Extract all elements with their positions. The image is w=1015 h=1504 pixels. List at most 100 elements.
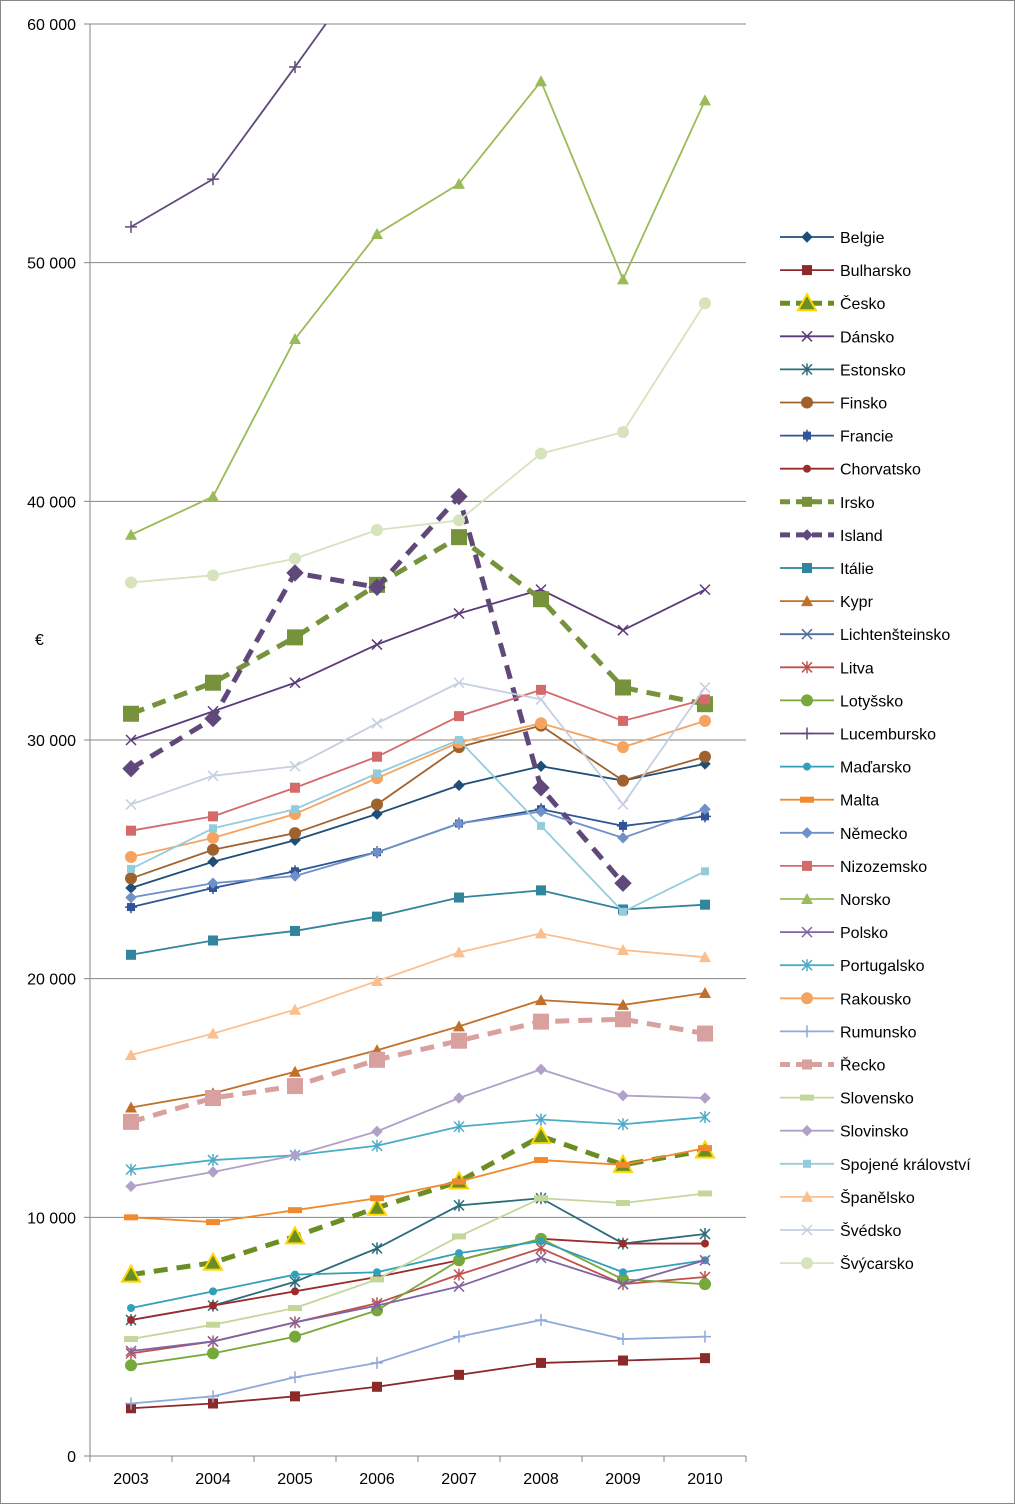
series-point [454, 892, 464, 903]
series-point [617, 624, 629, 636]
series-point [373, 769, 381, 778]
series-point [453, 1120, 465, 1133]
series-line [130, 1133, 706, 1278]
series-point [289, 760, 301, 772]
series-point [207, 1347, 219, 1360]
series-point [289, 1316, 301, 1328]
series-point [290, 782, 300, 793]
legend-label: Belgie [840, 230, 885, 247]
series-line [130, 992, 706, 1109]
legend-label: Chorvatsko [840, 462, 921, 479]
series-Španělsko [125, 927, 711, 1061]
series-line [130, 681, 706, 806]
series-point [535, 447, 547, 460]
series-point [453, 817, 465, 830]
legend-label: Rakousko [840, 991, 911, 1008]
series-point [125, 1345, 137, 1357]
series-point [207, 173, 219, 186]
series-point [288, 1207, 302, 1214]
series-point [800, 796, 814, 803]
series-point [619, 1268, 627, 1277]
series-point [699, 681, 711, 694]
series-line [130, 1357, 706, 1410]
series-point [284, 1225, 306, 1245]
series-Irsko [123, 529, 713, 722]
series-point [371, 1356, 383, 1369]
legend-item: Rumunsko [780, 1024, 917, 1041]
legend-item: Lotyšsko [780, 693, 903, 710]
legend-item: Francie [780, 429, 893, 446]
series-point [287, 629, 303, 646]
series-Slovinsko [125, 1063, 711, 1193]
series-Island [122, 487, 632, 892]
series-point [453, 1199, 465, 1212]
series-point [801, 529, 813, 541]
series-Portugalsko [125, 1111, 711, 1176]
legend-label: Malta [840, 793, 879, 810]
legend-label: Island [840, 528, 883, 545]
series-point [204, 709, 222, 728]
legend-label: Maďarsko [840, 760, 911, 777]
y-tick-label: 20 000 [27, 972, 76, 989]
series-point [699, 1330, 711, 1343]
series-point [536, 684, 546, 695]
series-point [699, 951, 711, 963]
series-point [206, 1219, 220, 1226]
series-point [126, 825, 136, 836]
series-point [453, 1254, 465, 1267]
series-point [289, 1149, 301, 1161]
series-point [801, 727, 813, 740]
series-Řecko [123, 1011, 713, 1130]
series-point [617, 774, 629, 787]
series-point [699, 1278, 711, 1291]
series-point [289, 1371, 301, 1384]
series-point [371, 846, 383, 858]
series-point [207, 1166, 219, 1178]
legend-label: Francie [840, 429, 893, 446]
series-line [130, 1240, 706, 1309]
series-point [534, 1157, 548, 1164]
series-point [801, 827, 813, 839]
series-point [801, 1190, 813, 1202]
legend-item: Bulharsko [780, 263, 911, 280]
series-point [207, 1390, 219, 1403]
series-line [130, 588, 706, 741]
series-point [202, 1251, 224, 1271]
legend-label: Finsko [840, 396, 887, 413]
legend-item: Dánsko [780, 329, 894, 346]
series-Itálie [126, 885, 710, 960]
series-point [207, 877, 219, 889]
series-point [453, 607, 465, 620]
series-line [130, 739, 706, 913]
series-Švédsko [125, 677, 711, 810]
series-point [803, 464, 811, 473]
series-point [207, 856, 219, 868]
series-point [536, 1357, 546, 1368]
legend-item: Polsko [780, 925, 888, 942]
series-point [289, 827, 301, 840]
series-point [532, 779, 550, 797]
legend-label: Švýcarsko [840, 1254, 914, 1273]
series-point [535, 1113, 547, 1126]
series-point [207, 1027, 219, 1039]
legend-item: Norsko [780, 892, 891, 909]
series-point [371, 523, 383, 536]
series-point [123, 705, 139, 722]
series-point [371, 1125, 383, 1138]
legend-label: Lotyšsko [840, 693, 903, 710]
series-point [371, 639, 383, 651]
series-point [535, 805, 547, 818]
series-point [801, 363, 813, 376]
series-point [371, 1304, 383, 1317]
series-point [699, 94, 711, 106]
series-point [802, 265, 812, 276]
series-line [130, 1197, 706, 1321]
y-tick-label: 50 000 [27, 256, 76, 273]
series-point [206, 1321, 220, 1328]
x-tick-label: 2010 [687, 1471, 723, 1488]
series-Rumunsko [125, 1313, 711, 1410]
series-point [533, 1013, 549, 1030]
series-point [371, 798, 383, 811]
series-Bulharsko [126, 1353, 710, 1414]
series-line [130, 688, 706, 832]
